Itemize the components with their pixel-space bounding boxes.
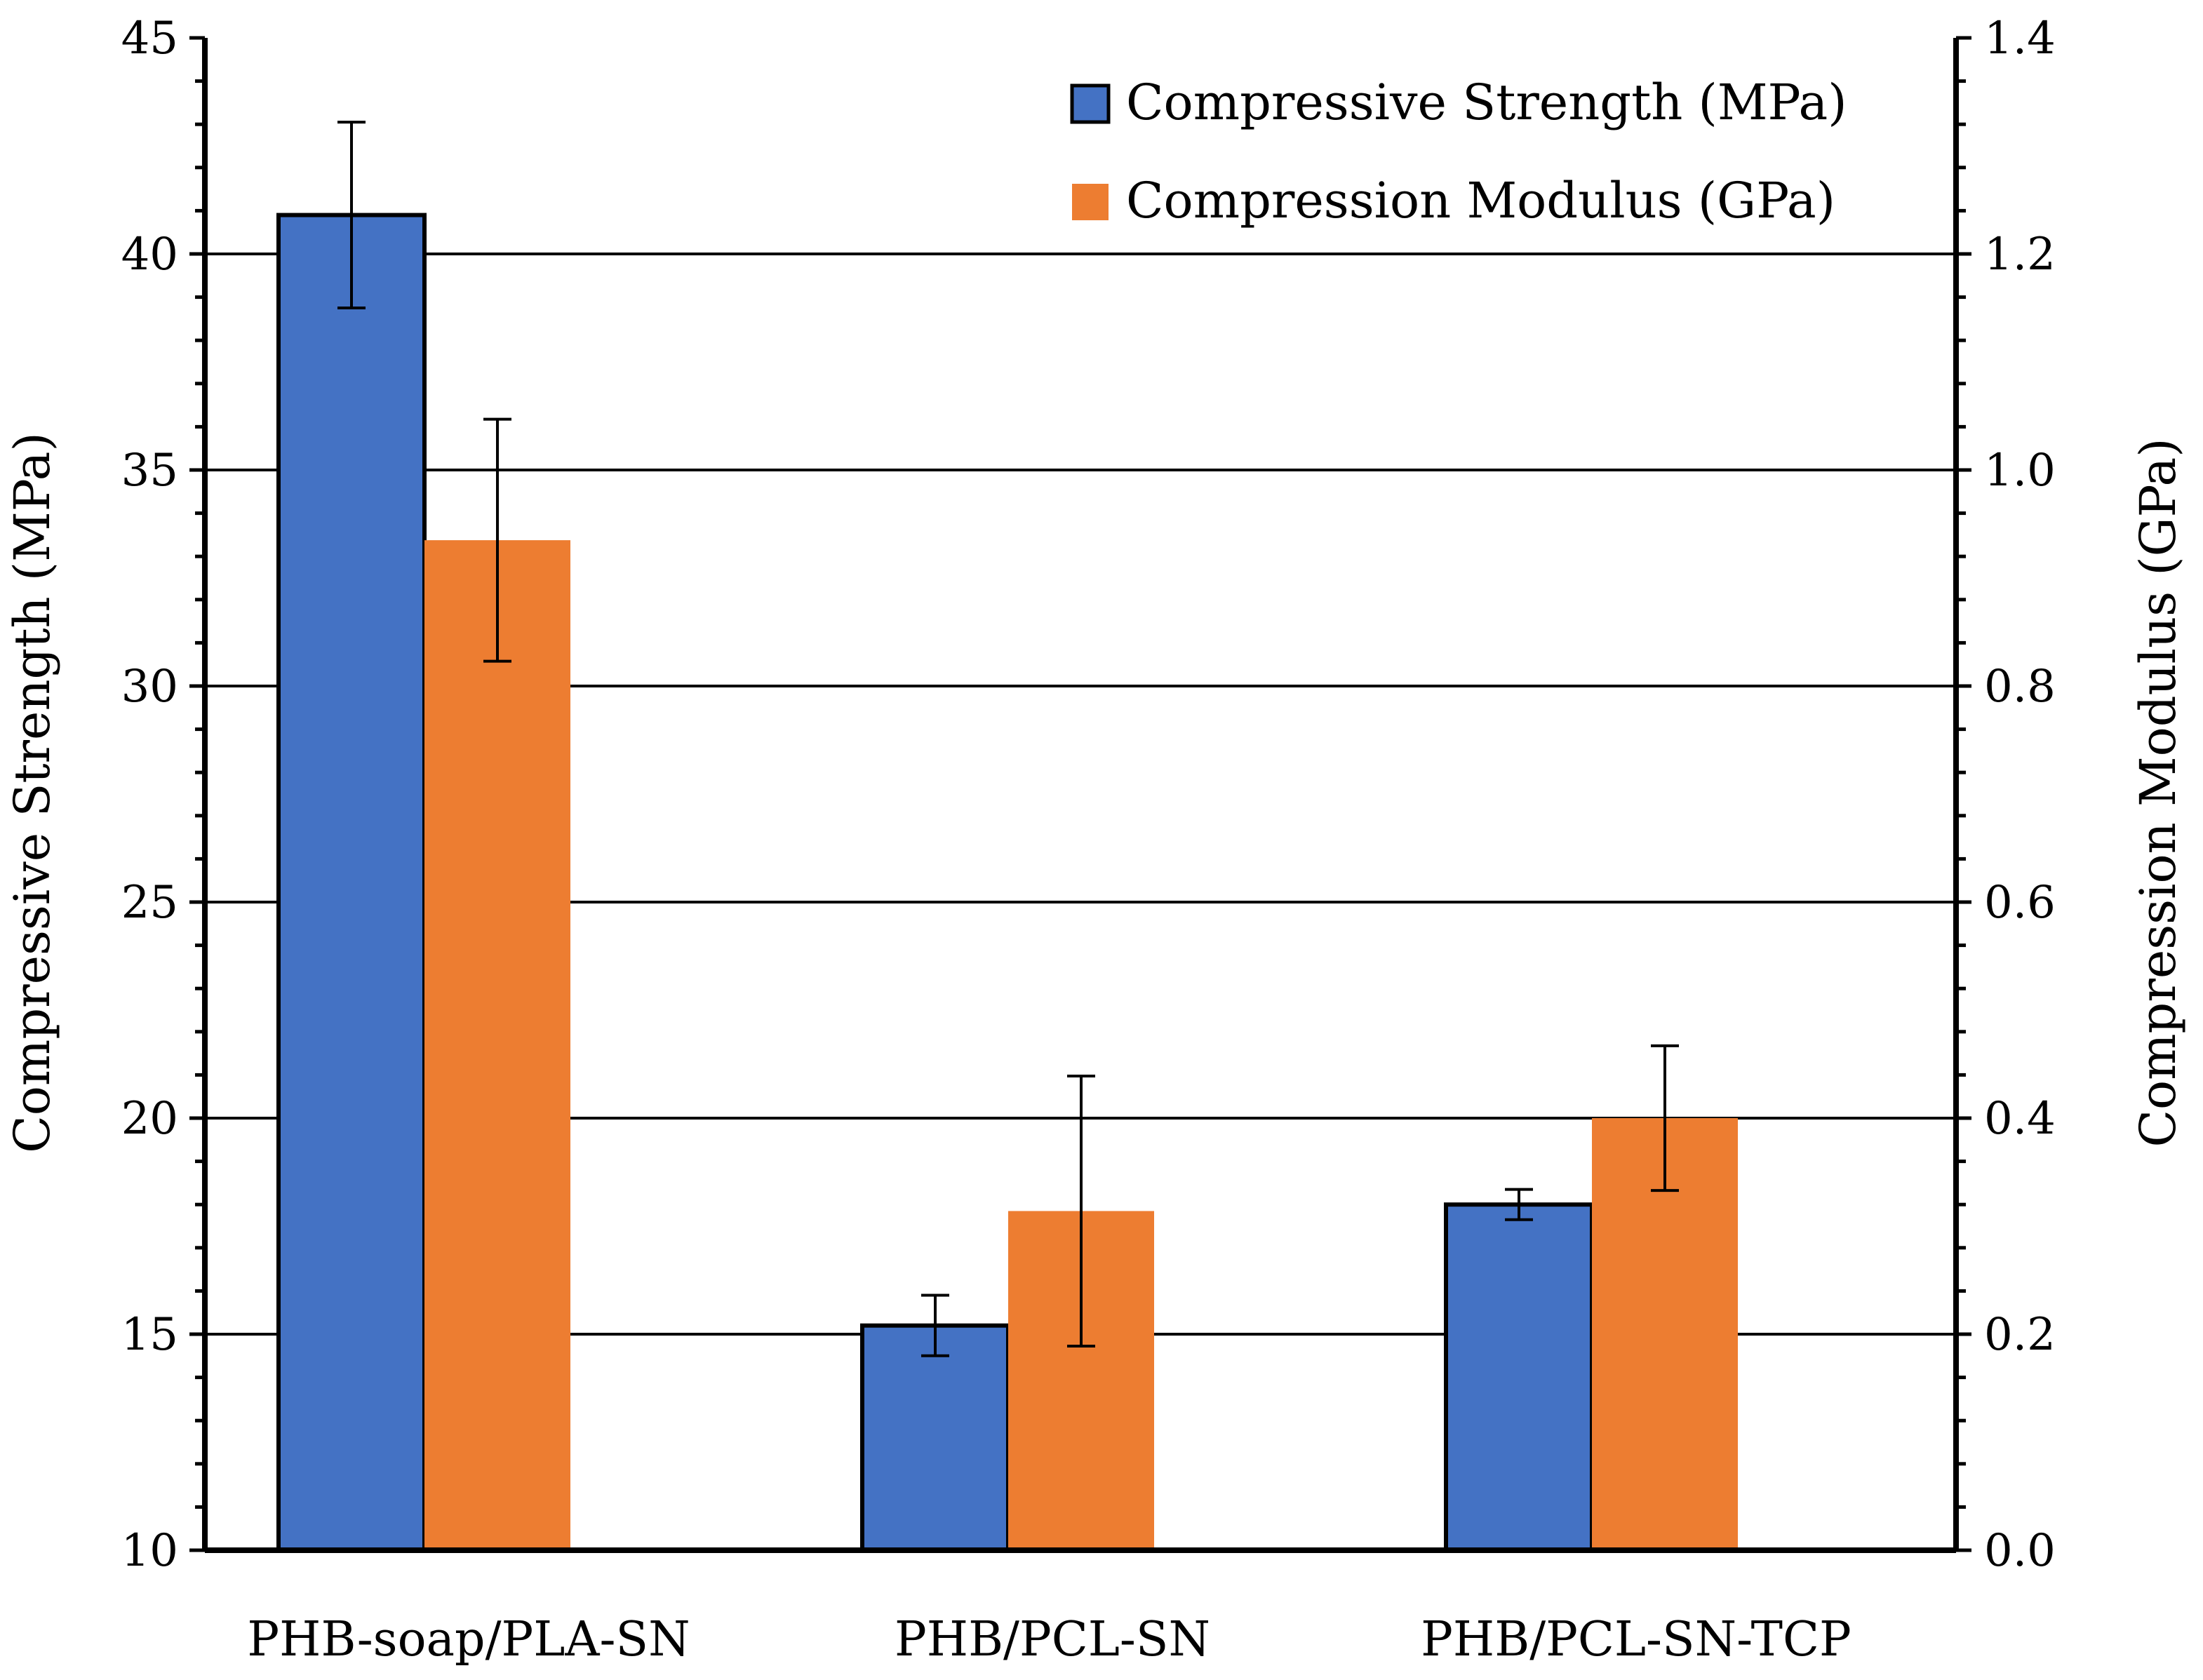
bars	[276, 213, 1738, 1553]
error-bars	[337, 121, 1679, 1357]
category-label-1: PHB/PCL-SN	[895, 1612, 1210, 1667]
legend-swatch-modulus	[1072, 184, 1109, 220]
errorbar-strength-1	[921, 1293, 949, 1357]
errorbar-modulus-0	[483, 417, 511, 663]
right-axis-title: Compression Modulus (GPa)	[2129, 438, 2187, 1147]
legend: Compressive Strength (MPa) Compression M…	[1070, 74, 1847, 229]
right-tick-label-2: 0.4	[1984, 1093, 2056, 1145]
errorbar-modulus-2	[1651, 1044, 1679, 1192]
bar-strength-2	[1444, 1202, 1594, 1552]
bar-strength-0	[276, 213, 427, 1552]
right-tick-label-3: 0.6	[1984, 877, 2056, 929]
right-tick-label-7: 1.4	[1984, 13, 2056, 65]
left-tick-label-4: 30	[121, 661, 178, 713]
legend-label-strength: Compressive Strength (MPa)	[1126, 74, 1847, 131]
category-label-2: PHB/PCL-SN-TCP	[1421, 1612, 1852, 1667]
right-tick-label-1: 0.2	[1984, 1309, 2056, 1361]
axes	[189, 36, 1971, 1553]
errorbar-strength-2	[1505, 1188, 1533, 1221]
right-tick-label-6: 1.2	[1984, 229, 2056, 281]
left-tick-label-5: 35	[121, 445, 178, 497]
bar-modulus-0	[424, 540, 570, 1550]
legend-swatch-strength	[1070, 83, 1111, 124]
errorbar-strength-0	[337, 121, 366, 309]
right-tick-label-0: 0.0	[1984, 1525, 2056, 1577]
left-tick-label-7: 45	[121, 13, 178, 65]
left-tick-label-6: 40	[121, 229, 178, 281]
left-tick-label-0: 10	[121, 1525, 178, 1577]
left-axis-tick-labels: 10 15 20 25 30 35 40 45	[121, 13, 178, 1577]
right-tick-label-4: 0.8	[1984, 661, 2056, 713]
left-tick-label-1: 15	[121, 1309, 178, 1361]
category-labels: PHB-soap/PLA-SN PHB/PCL-SN PHB/PCL-SN-TCP	[247, 1612, 1851, 1667]
left-axis-title: Compressive Strength (MPa)	[4, 432, 61, 1153]
category-label-0: PHB-soap/PLA-SN	[247, 1612, 690, 1667]
errorbar-modulus-1	[1067, 1074, 1095, 1348]
left-tick-label-2: 20	[121, 1093, 178, 1145]
right-axis-tick-labels: 0.0 0.2 0.4 0.6 0.8 1.0 1.2 1.4	[1984, 13, 2056, 1577]
bar-strength-1	[860, 1323, 1010, 1553]
left-tick-label-3: 25	[121, 877, 178, 929]
legend-label-modulus: Compression Modulus (GPa)	[1126, 172, 1835, 229]
right-tick-label-5: 1.0	[1984, 445, 2056, 497]
